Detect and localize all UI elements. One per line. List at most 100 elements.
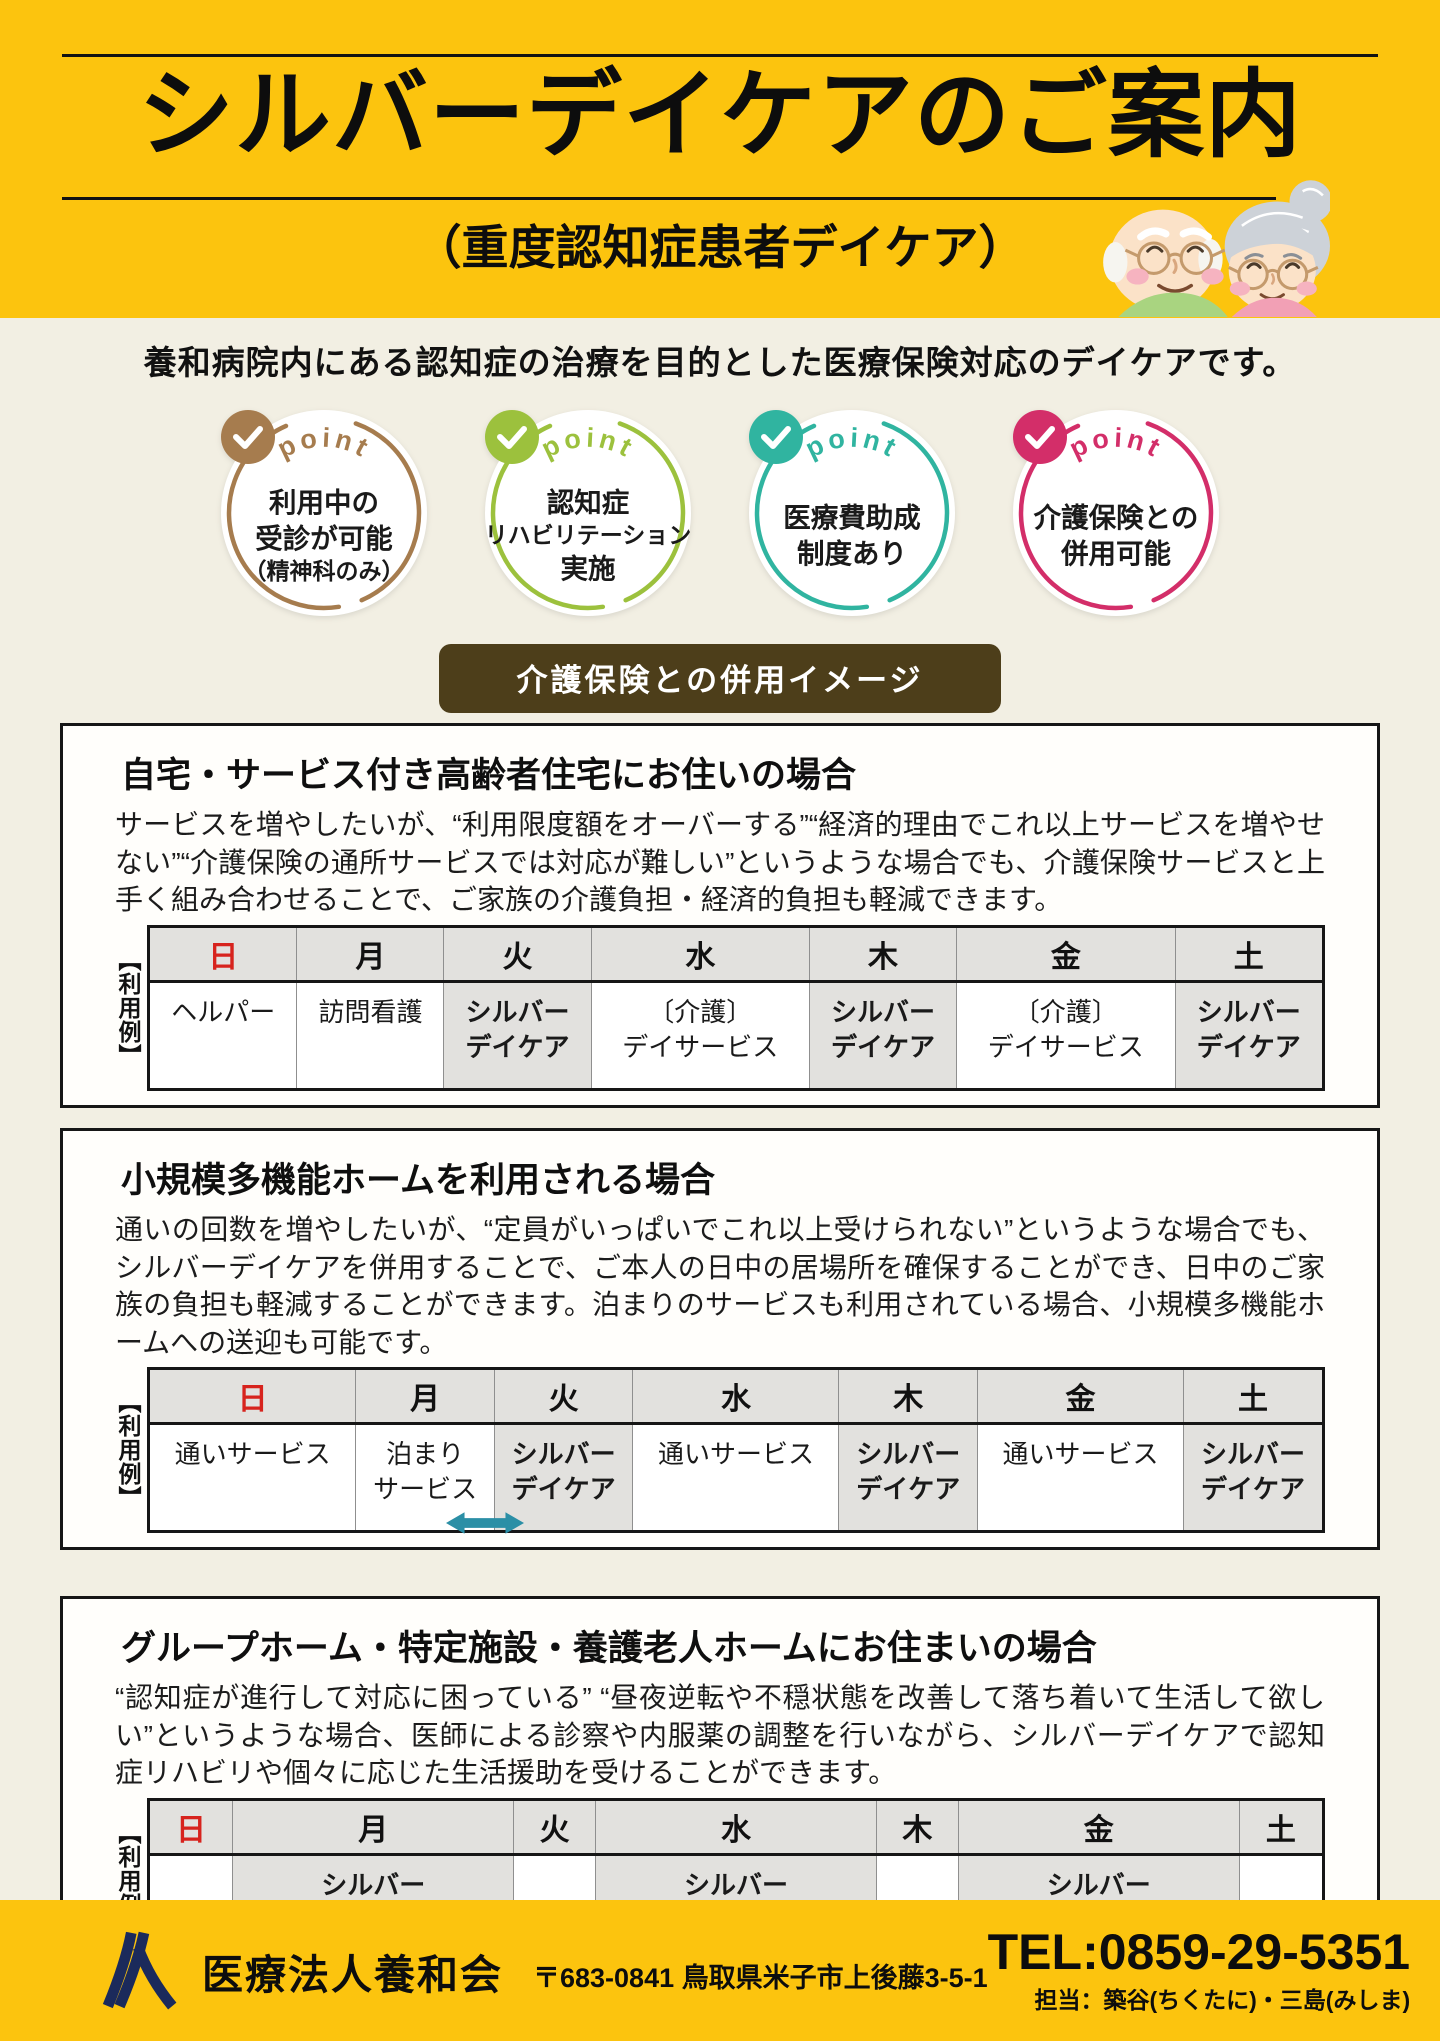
schedule-cell: 〔介護〕 デイサービス — [590, 981, 810, 1090]
point-line: 実施 — [560, 552, 616, 584]
day-header-tue: 火 — [443, 926, 592, 983]
point-card-combination: point 介護保険との 併用可能 — [1007, 404, 1225, 622]
schedule-cell: 通いサービス — [174, 1439, 331, 1470]
page-subtitle: （重度認知症患者デイケア） — [414, 221, 1026, 274]
divider-top — [62, 54, 1378, 57]
day-header-mon: 月 — [296, 926, 444, 983]
phone-number: TEL:0859-29-5351 — [987, 1923, 1411, 1980]
schedule-cell: シルバー デイケア — [838, 1423, 978, 1532]
schedule-cell: シルバー デイケア — [1183, 1423, 1324, 1532]
ring-stroke — [226, 415, 422, 611]
ring-stroke — [754, 415, 950, 611]
schedule-row: 通いサービス 泊まり サービス シルバー デイケア 通いサービス シルバー デイ… — [149, 1423, 1324, 1532]
point-line: 医療費助成 — [783, 502, 921, 534]
case-section-home: 自宅・サービス付き高齢者住宅にお住いの場合 サービスを増やしたいが、“利用限度額… — [60, 723, 1380, 1108]
point-text: 介護保険との 併用可能 — [1007, 404, 1225, 622]
point-line: 受診が可能 — [255, 523, 393, 555]
schedule-cell: 通いサービス — [632, 1423, 839, 1532]
usage-example-label: 【利用例】 — [115, 1390, 141, 1511]
schedule-cell: 〔介護〕 デイサービス — [956, 981, 1176, 1090]
left-right-arrow-icon — [446, 1512, 524, 1534]
ring-stroke — [1018, 415, 1214, 611]
header: シルバーデイケアのご案内 （重度認知症患者デイケア） — [0, 0, 1440, 318]
schedule-table-wrap: 【利用例】 日 月 火 水 木 金 土 通いサービス 泊まり サービス シルバー… — [115, 1367, 1325, 1534]
day-header-wed: 水 — [632, 1368, 839, 1426]
day-header-sun: 日 — [148, 1799, 233, 1856]
organization-name: 医療法人養和会 — [202, 1951, 503, 1998]
schedule-cell: 通いサービス — [977, 1423, 1184, 1532]
day-header-sat: 土 — [1238, 1799, 1324, 1856]
point-line: 介護保険との — [1033, 502, 1199, 534]
point-line: 制度あり — [797, 538, 907, 569]
page-title: シルバーデイケアのご案内 — [138, 62, 1302, 169]
case-body: サービスを増やしたいが、“利用限度額をオーバーする”“経済的理由でこれ以上サービ… — [115, 809, 1325, 916]
day-header-thu: 木 — [838, 1368, 978, 1426]
day-header-row: 日 月 火 水 木 金 土 — [148, 926, 1324, 983]
schedule-cell: シルバー デイケア — [443, 981, 592, 1090]
check-icon — [1013, 410, 1067, 464]
point-line: リハビリテーション — [484, 522, 692, 549]
case-section-multifunction: 小規模多機能ホームを利用される場合 通いの回数を増やしたいが、“定員がいっぱいで… — [60, 1127, 1380, 1551]
schedule-row: ヘルパー 訪問看護 シルバー デイケア 〔介護〕 デイサービス シルバー デイケ… — [149, 981, 1324, 1090]
schedule-cell: 訪問看護 — [296, 981, 444, 1090]
day-header-row: 日 月 火 水 木 金 土 — [148, 1799, 1324, 1856]
ring-stroke — [490, 415, 686, 611]
points-row: point 利用中の 受診が可能 （精神科のみ） point — [0, 404, 1440, 622]
point-card-subsidy: point 医療費助成 制度あり — [743, 404, 961, 622]
point-ring: point — [749, 410, 955, 616]
point-line: 併用可能 — [1061, 538, 1171, 569]
point-ring: point — [221, 410, 427, 616]
day-header-thu: 木 — [876, 1799, 959, 1856]
point-text: 認知症 リハビリテーション 実施 — [479, 404, 697, 622]
check-icon — [485, 410, 539, 464]
point-text: 医療費助成 制度あり — [743, 404, 961, 622]
day-header-wed: 水 — [594, 1799, 877, 1856]
day-header-row: 日 月 火 水 木 金 土 — [148, 1368, 1324, 1426]
point-card-rehab: point 認知症 リハビリテーション 実施 — [479, 404, 697, 622]
schedule-cell: シルバー デイケア — [493, 1423, 633, 1532]
day-header-mon: 月 — [232, 1799, 514, 1856]
combination-banner: 介護保険との併用イメージ — [439, 644, 1001, 713]
point-line: 利用中の — [269, 487, 379, 519]
point-ring: point — [1013, 410, 1219, 616]
address: 〒683-0841 鳥取県米子市上後藤3-5-1 — [533, 1963, 988, 1993]
point-text: 利用中の 受診が可能 （精神科のみ） — [215, 404, 433, 622]
day-header-fri: 金 — [957, 1799, 1240, 1856]
yowakai-logo-icon — [102, 1931, 177, 2010]
case-body: 通いの回数を増やしたいが、“定員がいっぱいでこれ以上受けられない”というような場… — [115, 1214, 1325, 1358]
schedule-cell: シルバー デイケア — [809, 981, 957, 1090]
divider-under-title — [62, 197, 1276, 200]
check-icon — [749, 410, 803, 464]
case-title: 小規模多機能ホームを利用される場合 — [121, 1160, 715, 1200]
schedule-table-wrap: 【利用例】 日 月 火 水 木 金 土 ヘルパー 訪問看護 シルバー デイケア … — [115, 924, 1325, 1091]
point-line: （精神科のみ） — [243, 557, 405, 584]
point-ring: point — [485, 410, 691, 616]
case-title: グループホーム・特定施設・養護老人ホームにお住まいの場合 — [121, 1629, 1097, 1669]
day-header-wed: 水 — [590, 926, 810, 983]
day-header-sat: 土 — [1174, 926, 1324, 983]
schedule-cell: ヘルパー — [171, 996, 276, 1027]
day-header-sun: 日 — [148, 1368, 356, 1426]
check-icon — [221, 410, 275, 464]
day-header-tue: 火 — [513, 1799, 596, 1856]
day-header-sun: 日 — [148, 926, 297, 983]
day-header-fri: 金 — [956, 926, 1176, 983]
case-body: “認知症が進行して対応に困っている” “昼夜逆転や不穏状態を改善して落ち着いて生… — [115, 1682, 1325, 1789]
weekly-schedule-table: 日 月 火 水 木 金 土 通いサービス 泊まり サービス シルバー デイケア … — [147, 1367, 1325, 1534]
schedule-cell: 泊まり サービス — [355, 1423, 495, 1532]
contact-block: TEL:0859-29-5351 担当：築谷(ちくたに)・三島(みしま) — [988, 1926, 1410, 2016]
contact-persons: 担当：築谷(ちくたに)・三島(みしま) — [1034, 1987, 1411, 2014]
point-card-outpatient: point 利用中の 受診が可能 （精神科のみ） — [215, 404, 433, 622]
intro-statement: 養和病院内にある認知症の治療を目的とした医療保険対応のデイケアです。 — [143, 344, 1297, 381]
point-line: 認知症 — [546, 487, 630, 519]
elderly-couple-illustration — [1103, 180, 1330, 317]
day-header-tue: 火 — [493, 1368, 633, 1426]
day-header-sat: 土 — [1183, 1368, 1324, 1426]
footer: 医療法人養和会 〒683-0841 鳥取県米子市上後藤3-5-1 TEL:085… — [0, 1900, 1440, 2041]
case-title: 自宅・サービス付き高齢者住宅にお住いの場合 — [121, 756, 857, 795]
weekly-schedule-table: 日 月 火 水 木 金 土 ヘルパー 訪問看護 シルバー デイケア 〔介護〕 デ… — [147, 924, 1325, 1091]
day-header-thu: 木 — [809, 926, 957, 983]
usage-example-label: 【利用例】 — [115, 947, 141, 1068]
schedule-cell: シルバー デイケア — [1174, 981, 1324, 1090]
